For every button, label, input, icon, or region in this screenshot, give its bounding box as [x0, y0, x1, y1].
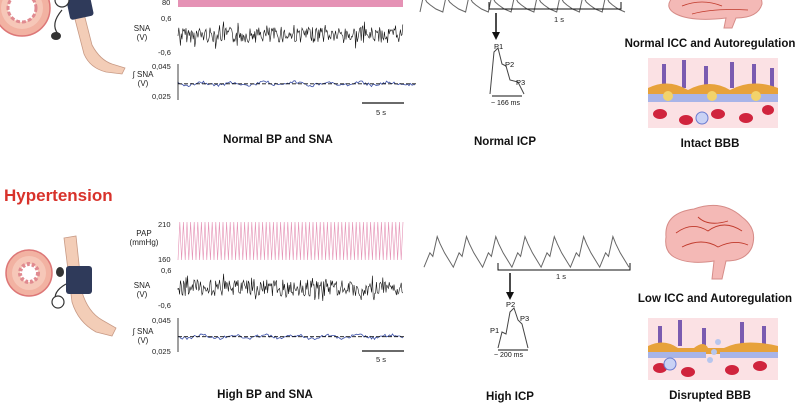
- scale-bar-1s-hypertension: [497, 263, 631, 271]
- icp-wave-hypertension: [423, 234, 630, 269]
- peak-p3-hypertension: P3: [520, 314, 530, 323]
- down-arrow-icon: [492, 13, 500, 40]
- scale-1s-label-normal: 1 s: [554, 15, 565, 24]
- arm-with-bp-cuff-icon: [51, 0, 126, 75]
- pulse-width-normal: ~ 166 ms: [491, 100, 520, 107]
- pulse-width-hypertension: ~ 200 ms: [494, 352, 523, 359]
- scale-bar-5s-hypertension: [362, 350, 404, 352]
- sna-tick-top-hypertension: 0,6: [161, 266, 172, 275]
- pap-tick-top-hypertension: 210: [158, 220, 171, 229]
- arm-with-bp-cuff-icon: [51, 235, 117, 337]
- scale-bar-5s-normal: [362, 102, 404, 104]
- brain-icon: [668, 0, 763, 29]
- caption-icp-normal: Normal ICP: [474, 136, 536, 148]
- sna-tick-bottom-normal: -0,6: [158, 48, 171, 57]
- pap-trace-hypertension: [177, 221, 404, 261]
- caption-brain-normal: Normal ICC and Autoregulation: [624, 38, 796, 50]
- isna-trace-normal: [177, 64, 416, 100]
- brain-icon: [665, 204, 755, 280]
- isna-tick-bottom-hypertension: 0,025: [152, 347, 171, 356]
- peak-p2-normal: P2: [505, 60, 515, 69]
- icp-pulse-hypertension: [497, 307, 529, 351]
- pap-label-hypertension: PAP (mmHg): [129, 229, 159, 247]
- icp-pulse-normal: [489, 47, 525, 97]
- icp-wave-normal: [419, 0, 626, 13]
- isna-tick-top-hypertension: 0,045: [152, 316, 171, 325]
- blood-brain-barrier-disrupted-icon: [648, 318, 778, 380]
- sna-trace-normal: [177, 21, 404, 49]
- sna-trace-hypertension: [177, 273, 404, 302]
- peak-p3-normal: P3: [516, 78, 526, 87]
- isna-label-hypertension: ∫ SNA (V): [132, 327, 154, 345]
- isna-trace-hypertension: [177, 318, 404, 352]
- caption-icp-hypertension: High ICP: [486, 391, 534, 403]
- isna-tick-bottom-normal: 0,025: [152, 92, 171, 101]
- caption-bp-normal: Normal BP and SNA: [223, 134, 333, 146]
- peak-p2-hypertension: P2: [506, 300, 516, 309]
- sna-label-normal: SNA (V): [133, 24, 151, 42]
- caption-brain-hypertension: Low ICC and Autoregulation: [637, 293, 793, 305]
- pap-trace-normal: [178, 0, 403, 7]
- blood-vessel-cross-section-icon: [5, 249, 53, 297]
- pap-tick-bottom-hypertension: 160: [158, 255, 171, 264]
- scale-bar-1s-normal: [488, 2, 622, 10]
- blood-vessel-cross-section-icon: [0, 0, 51, 37]
- sna-tick-bottom-hypertension: -0,6: [158, 301, 171, 310]
- pap-tick-top-normal: 80: [162, 0, 171, 7]
- down-arrow-icon: [506, 273, 514, 300]
- peak-p1-normal: P1: [494, 42, 504, 51]
- caption-bp-hypertension: High BP and SNA: [217, 389, 313, 401]
- scale-5s-label-hypertension: 5 s: [376, 355, 387, 364]
- sna-tick-top-normal: 0,6: [161, 14, 172, 23]
- scale-5s-label-normal: 5 s: [376, 108, 387, 117]
- sna-label-hypertension: SNA (V): [133, 281, 151, 299]
- caption-bbb-hypertension: Disrupted BBB: [669, 390, 751, 402]
- scale-1s-label-hypertension: 1 s: [556, 272, 567, 281]
- peak-p1-hypertension: P1: [490, 326, 500, 335]
- blood-brain-barrier-intact-icon: [648, 58, 778, 128]
- section-title-hypertension: Hypertension: [4, 186, 113, 205]
- isna-tick-top-normal: 0,045: [152, 62, 171, 71]
- isna-label-normal: ∫ SNA (V): [132, 70, 154, 88]
- caption-bbb-normal: Intact BBB: [680, 138, 740, 150]
